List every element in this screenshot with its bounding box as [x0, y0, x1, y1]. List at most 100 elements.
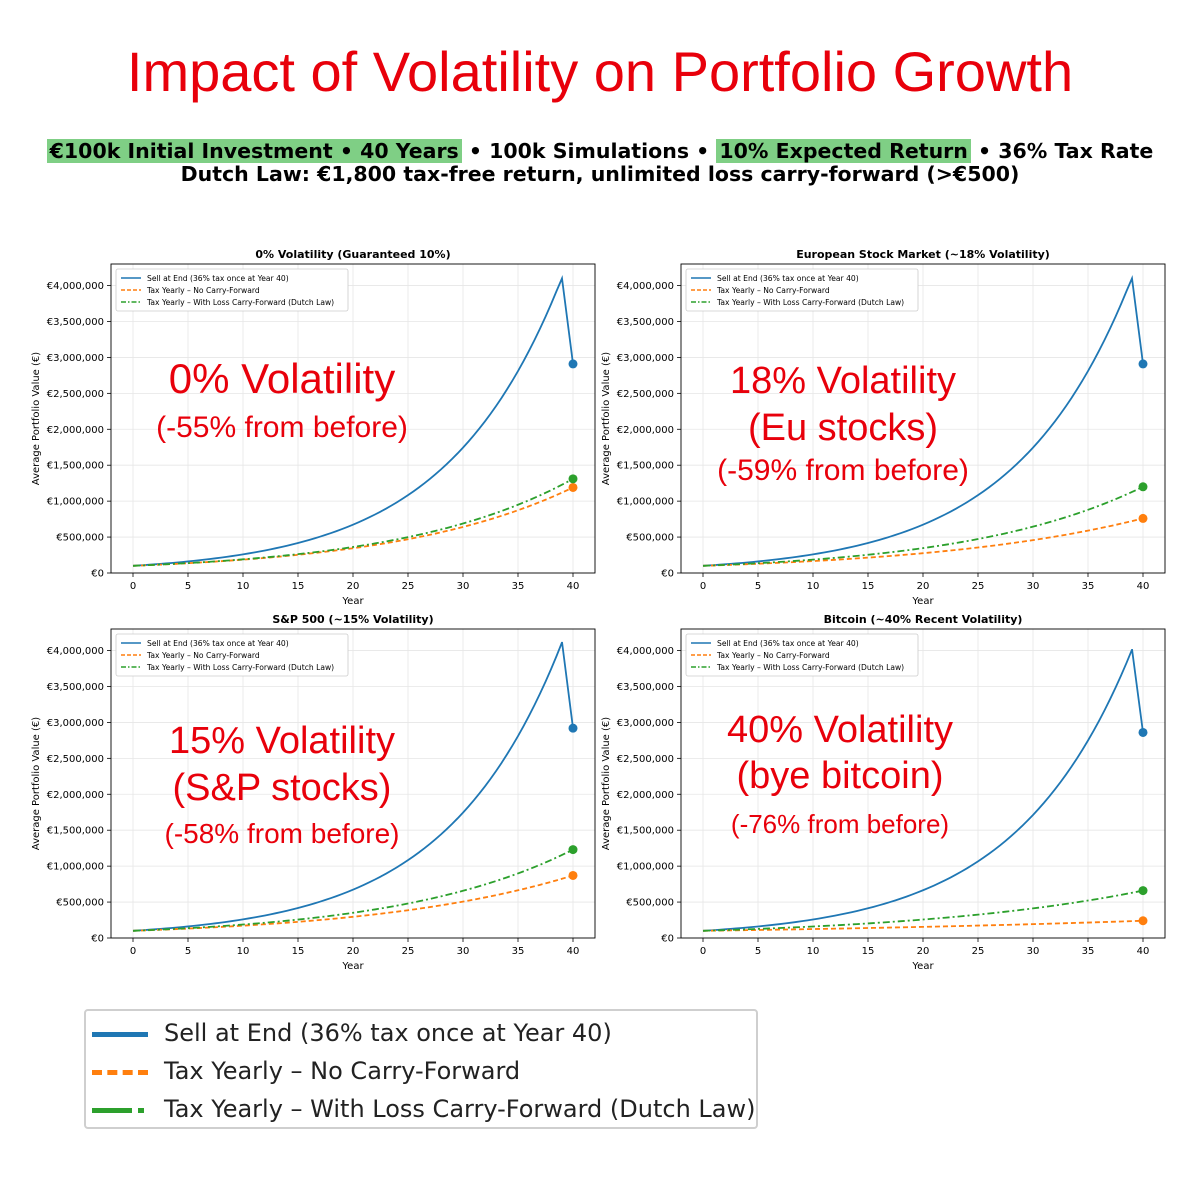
x-tick-label: 30 [1027, 946, 1040, 957]
chart-legend-label: Sell at End (36% tax once at Year 40) [717, 274, 859, 283]
chart-legend: Sell at End (36% tax once at Year 40) Tax… [115, 633, 349, 677]
series-end-point-2 [1138, 513, 1148, 523]
chart-panel-2: 0 5 10 15 20 25 30 35 40 €0 €500,000 €1,000,000 €1,5… [601, 248, 1166, 607]
series-end-point-2 [568, 870, 578, 880]
series-end-point-3 [568, 845, 578, 855]
x-axis-label: Year [911, 596, 934, 607]
y-tick-label: €1,500,000 [47, 461, 104, 472]
x-tick-label: 15 [292, 581, 305, 592]
x-tick-label: 5 [755, 581, 761, 592]
x-tick-label: 40 [567, 581, 580, 592]
series-end-point-3 [1138, 886, 1148, 896]
x-tick-label: 35 [1082, 946, 1095, 957]
legend-swatch-sell [92, 1032, 148, 1037]
legend-label-no-carry: Tax Yearly – No Carry-Forward [164, 1057, 521, 1085]
page-title: Impact of Volatility on Portfolio Growth [126, 40, 1074, 103]
y-tick-label: €4,000,000 [617, 646, 674, 657]
x-tick-label: 30 [457, 581, 470, 592]
x-tick-label: 20 [917, 581, 930, 592]
annotation-line-2: (bye bitcoin) [737, 755, 944, 797]
x-tick-label: 0 [130, 581, 136, 592]
y-tick-label: €0 [661, 934, 674, 945]
x-tick-label: 25 [402, 581, 415, 592]
annotation-line-2: (S&P stocks) [173, 767, 392, 809]
chart-panel-4: 0 5 10 15 20 25 30 35 40 €0 €500,000 €1,000,000 €1,5… [601, 613, 1166, 972]
y-tick-label: €4,000,000 [617, 281, 674, 292]
chart-legend-label: Tax Yearly – No Carry-Forward [146, 651, 260, 660]
chart-title: European Stock Market (~18% Volatility) [796, 248, 1050, 261]
chart-legend-label: Tax Yearly – With Loss Carry-Forward (Du… [716, 298, 904, 307]
plot-frame [110, 628, 596, 939]
chart-legend-frame [115, 633, 349, 677]
y-tick-label: €3,500,000 [47, 317, 104, 328]
y-tick-label: €2,000,000 [47, 790, 104, 801]
x-tick-label: 0 [700, 581, 706, 592]
chart-legend-frame [685, 633, 919, 677]
annotation-line-3: (-59% from before) [717, 454, 969, 487]
y-tick-label: €1,000,000 [617, 862, 674, 873]
y-tick-label: €2,500,000 [47, 754, 104, 765]
legend-item-no-carry: Tax Yearly – No Carry-Forward [86, 1053, 756, 1089]
y-axis-label: Average Portfolio Value (€) [601, 717, 612, 850]
chart-legend: Sell at End (36% tax once at Year 40) Tax… [685, 633, 919, 677]
series-line-3 [132, 848, 574, 932]
series-end-point-3 [568, 474, 578, 484]
x-tick-label: 15 [862, 946, 875, 957]
series-end-point-2 [568, 482, 578, 492]
plot-frame [680, 263, 1166, 574]
subtitle-line-2: Dutch Law: €1,800 tax-free return, unlim… [180, 162, 1020, 186]
chart-legend-label: Sell at End (36% tax once at Year 40) [147, 639, 289, 648]
y-tick-label: €2,000,000 [47, 425, 104, 436]
x-tick-label: 40 [567, 946, 580, 957]
annotation-line-3: (-58% from before) [165, 818, 400, 849]
annotation-line-3: (-76% from before) [731, 809, 949, 839]
chart-title: Bitcoin (~40% Recent Volatility) [824, 613, 1023, 626]
y-tick-label: €3,500,000 [617, 317, 674, 328]
y-tick-label: €3,000,000 [617, 353, 674, 364]
x-tick-label: 5 [185, 581, 191, 592]
x-axis-label: Year [911, 961, 934, 972]
y-tick-label: €3,000,000 [617, 718, 674, 729]
chart-legend-frame [115, 268, 349, 312]
annotation-line-1: 40% Volatility [727, 709, 953, 751]
chart-legend-label: Tax Yearly – No Carry-Forward [716, 651, 830, 660]
x-tick-label: 10 [237, 946, 250, 957]
subtitle-middle: • 100k Simulations • [461, 139, 717, 163]
series-line-3 [702, 485, 1144, 567]
y-tick-label: €1,500,000 [617, 826, 674, 837]
y-axis-label: Average Portfolio Value (€) [31, 352, 42, 485]
series-line-2 [132, 486, 574, 567]
series-end-point-1 [1138, 359, 1148, 369]
y-tick-label: €1,000,000 [617, 497, 674, 508]
y-tick-label: €2,500,000 [617, 389, 674, 400]
y-axis-label: Average Portfolio Value (€) [601, 352, 612, 485]
chart-panel-1: 0 5 10 15 20 25 30 35 40 €0 €500,000 €1,000,000 €1,5… [31, 248, 596, 607]
y-axis-label: Average Portfolio Value (€) [31, 717, 42, 850]
chart-title: 0% Volatility (Guaranteed 10%) [255, 248, 450, 261]
x-tick-label: 40 [1137, 581, 1150, 592]
subtitle-highlight-1: €100k Initial Investment • 40 Years [46, 139, 462, 163]
series-end-point-1 [568, 723, 578, 733]
y-tick-label: €1,500,000 [617, 461, 674, 472]
legend-label-sell: Sell at End (36% tax once at Year 40) [164, 1019, 612, 1047]
x-tick-label: 15 [862, 581, 875, 592]
series-line-1 [132, 641, 574, 932]
chart-legend-label: Tax Yearly – With Loss Carry-Forward (Du… [146, 663, 334, 672]
chart-panel-3: 0 5 10 15 20 25 30 35 40 €0 €500,000 €1,000,000 €1,5… [31, 613, 596, 972]
chart-legend-label: Sell at End (36% tax once at Year 40) [147, 274, 289, 283]
series-line-2 [132, 874, 574, 932]
y-tick-label: €3,000,000 [47, 718, 104, 729]
x-tick-label: 30 [1027, 581, 1040, 592]
annotation-line-1: 15% Volatility [169, 720, 395, 762]
chart-title: S&P 500 (~15% Volatility) [272, 613, 433, 626]
y-tick-label: €2,500,000 [617, 754, 674, 765]
x-tick-label: 25 [972, 946, 985, 957]
subtitle-end: • 36% Tax Rate [970, 139, 1154, 163]
legend-swatch-no-carry [92, 1070, 148, 1075]
subtitle-highlight-2: 10% Expected Return [716, 139, 971, 163]
x-tick-label: 20 [917, 946, 930, 957]
y-tick-label: €0 [91, 569, 104, 580]
chart-legend-label: Tax Yearly – With Loss Carry-Forward (Du… [716, 663, 904, 672]
plot-frame [680, 628, 1166, 939]
